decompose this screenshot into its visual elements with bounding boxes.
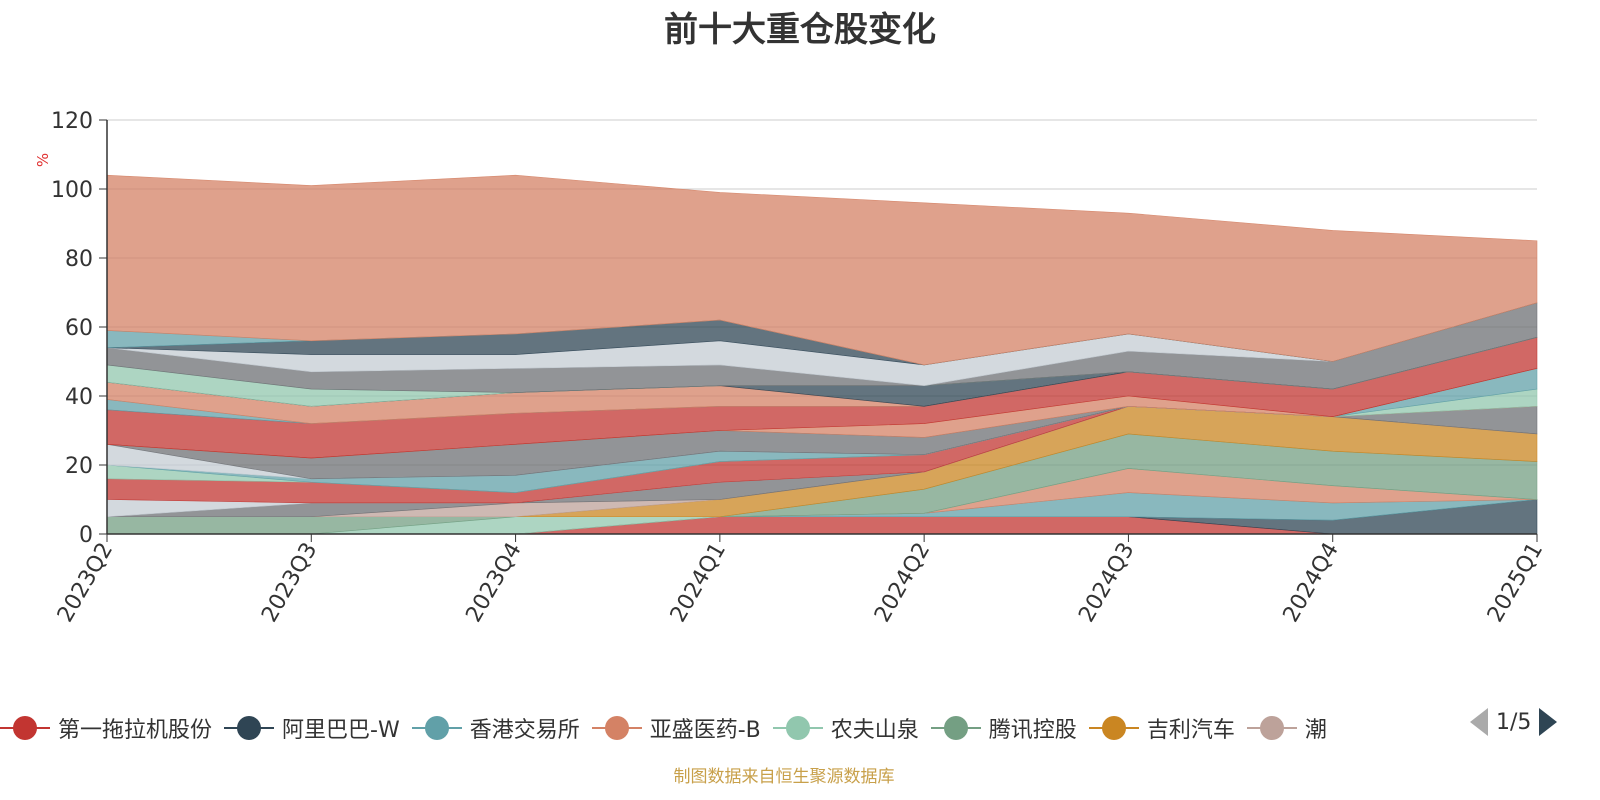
x-tick-label: 2023Q3 — [257, 539, 322, 627]
pager-prev-icon[interactable] — [1470, 708, 1488, 736]
x-tick-label: 2023Q4 — [461, 539, 526, 627]
x-tick-label: 2025Q1 — [1483, 539, 1548, 627]
y-tick-label: 80 — [65, 247, 93, 272]
y-tick-label: 0 — [79, 523, 93, 548]
legend-label: 香港交易所 — [469, 718, 580, 743]
legend-label: 阿里巴巴-W — [282, 718, 400, 743]
legend-marker-icon — [224, 716, 275, 740]
area-series-group — [106, 174, 1538, 535]
legend-item[interactable]: 吉利汽车 — [1088, 712, 1235, 744]
legend-label: 亚盛医药-B — [649, 718, 761, 743]
pager-next-icon[interactable] — [1539, 708, 1558, 736]
legend-item[interactable]: 亚盛医药-B — [591, 712, 761, 744]
x-tick-label: 2024Q4 — [1279, 539, 1344, 627]
legend: 第一拖拉机股份 阿里巴巴-W 香港交易所 亚盛医药-B 农夫山泉 腾讯控股 吉利汽车 潮 — [0, 712, 1480, 748]
legend-label: 第一拖拉机股份 — [58, 718, 213, 743]
legend-marker-icon — [930, 716, 981, 740]
legend-item[interactable]: 香港交易所 — [411, 712, 580, 744]
y-tick-label: 20 — [65, 454, 93, 479]
y-axis-label: % — [34, 153, 52, 167]
legend-label: 吉利汽车 — [1146, 718, 1235, 743]
legend-marker-icon — [772, 716, 823, 740]
legend-item[interactable]: 阿里巴巴-W — [224, 712, 400, 744]
legend-label: 潮 — [1304, 718, 1327, 743]
area-series-25[interactable] — [106, 174, 1538, 366]
legend-marker-icon — [1246, 716, 1297, 740]
legend-marker-icon — [1088, 716, 1139, 740]
y-tick-label: 40 — [65, 385, 93, 410]
legend-item[interactable]: 潮 — [1246, 712, 1327, 744]
y-tick-label: 120 — [51, 109, 93, 134]
x-tick-label: 2024Q1 — [666, 539, 731, 627]
x-tick-label: 2024Q2 — [870, 539, 935, 627]
x-tick-label: 2024Q3 — [1074, 539, 1139, 627]
legend-label: 腾讯控股 — [988, 718, 1077, 743]
x-tick-label: 2023Q2 — [53, 539, 118, 627]
chart-title: 前十大重仓股变化 — [664, 10, 936, 50]
y-tick-label: 100 — [51, 178, 93, 203]
source-note: 制图数据来自恒生聚源数据库 — [673, 767, 895, 787]
pager-label: 1/5 — [1496, 709, 1532, 735]
legend-marker-icon — [591, 716, 642, 740]
legend-marker-icon — [0, 716, 50, 740]
legend-pager: 1/5 — [1470, 704, 1558, 740]
legend-item[interactable]: 农夫山泉 — [772, 712, 919, 744]
y-tick-label: 60 — [65, 316, 93, 341]
legend-item[interactable]: 第一拖拉机股份 — [0, 712, 212, 744]
legend-marker-icon — [411, 716, 462, 740]
legend-item[interactable]: 腾讯控股 — [930, 712, 1077, 744]
legend-label: 农夫山泉 — [830, 718, 919, 743]
